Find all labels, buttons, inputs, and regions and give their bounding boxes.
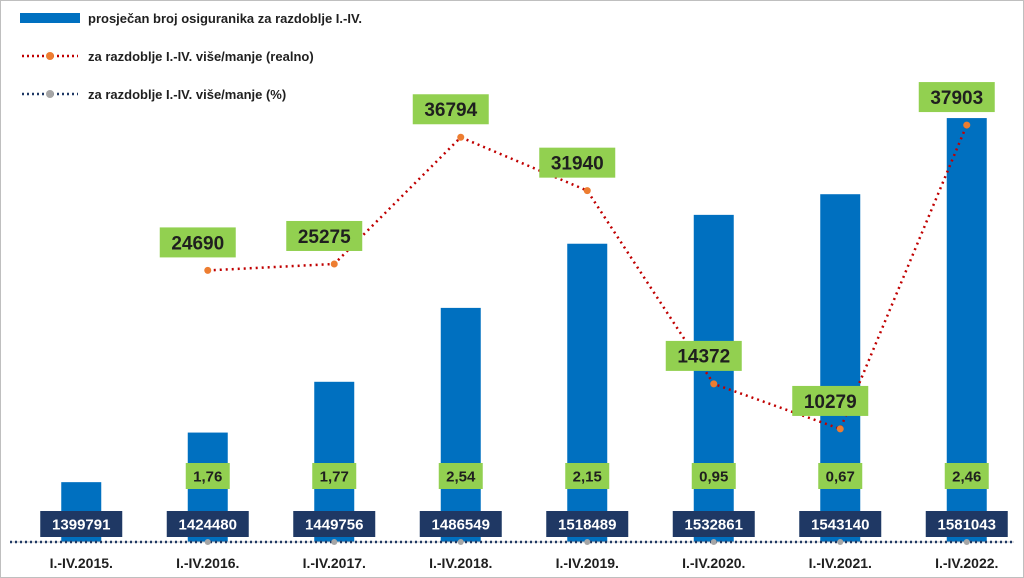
realno-label-4-box xyxy=(412,94,489,125)
legend-label-percent: za razdoblje I.-IV. više/manje (%) xyxy=(88,86,287,102)
realno-label-8: 37903 xyxy=(930,88,983,109)
percent-label-3: 1,77 xyxy=(320,468,349,485)
bar-6 xyxy=(693,214,734,542)
bar-value-label-8-box xyxy=(925,511,1008,537)
bar-value-label-3: 1449756 xyxy=(305,516,363,533)
realno-label-6: 14372 xyxy=(677,347,730,368)
percent-point-2 xyxy=(204,539,211,545)
x-tick-label-4: I.-IV.2018. xyxy=(429,555,492,571)
bar-value-label-4: 1486549 xyxy=(432,516,490,533)
x-tick-label-5: I.-IV.2019. xyxy=(556,555,619,571)
percent-label-2-box xyxy=(185,463,230,489)
realno-point-4 xyxy=(457,133,465,141)
bar-value-label-5-box xyxy=(546,511,629,537)
percent-label-6-box xyxy=(691,463,736,489)
x-tick-label-8: I.-IV.2022. xyxy=(935,555,998,571)
realno-label-2: 24690 xyxy=(171,233,224,254)
percent-label-7-box xyxy=(818,463,863,489)
realno-label-2-box xyxy=(159,227,236,258)
legend-percent-swatch xyxy=(22,90,78,98)
percent-label-5-box xyxy=(565,463,610,489)
x-tick-label-3: I.-IV.2017. xyxy=(303,555,366,571)
realno-point-5 xyxy=(583,187,591,195)
realno-point-6 xyxy=(710,380,718,388)
legend-bar-swatch xyxy=(20,13,80,23)
percent-label-2: 1,76 xyxy=(193,468,222,485)
legend-item-percent: za razdoblje I.-IV. više/manje (%) xyxy=(20,84,362,104)
bar-value-label-7: 1543140 xyxy=(811,516,869,533)
legend-item-realno: za razdoblje I.-IV. više/manje (realno) xyxy=(20,46,362,66)
bar-5 xyxy=(567,243,608,543)
percent-point-3 xyxy=(331,539,338,545)
realno-label-7: 10279 xyxy=(804,392,857,413)
legend-label-realno: za razdoblje I.-IV. više/manje (realno) xyxy=(88,48,314,64)
realno-label-6-box xyxy=(665,340,742,371)
legend-realno-swatch xyxy=(22,52,78,60)
bar-value-label-7-box xyxy=(799,511,882,537)
bar-4 xyxy=(440,307,481,542)
realno-label-3: 25275 xyxy=(298,227,351,248)
bar-7 xyxy=(820,194,861,543)
bar-value-label-6: 1532861 xyxy=(685,516,743,533)
percent-label-7: 0,67 xyxy=(826,468,855,485)
bar-value-label-2-box xyxy=(166,511,249,537)
x-tick-label-7: I.-IV.2021. xyxy=(809,555,872,571)
realno-label-4: 36794 xyxy=(424,100,477,121)
percent-label-5: 2,15 xyxy=(573,468,602,485)
realno-point-2 xyxy=(204,266,212,274)
bar-value-label-8: 1581043 xyxy=(938,516,996,533)
realno-label-8-box xyxy=(918,82,995,113)
percent-point-5 xyxy=(584,539,591,545)
percent-point-6 xyxy=(710,539,717,545)
chart-legend: prosječan broj osiguranika za razdoblje … xyxy=(20,8,362,122)
realno-point-3 xyxy=(330,260,338,268)
percent-point-4 xyxy=(457,539,464,545)
x-tick-label-6: I.-IV.2020. xyxy=(682,555,745,571)
bar-value-label-5: 1518489 xyxy=(558,516,616,533)
bar-value-label-3-box xyxy=(293,511,376,537)
realno-point-8 xyxy=(963,121,971,129)
bar-value-label-1-box xyxy=(40,511,123,537)
percent-label-4: 2,54 xyxy=(446,468,476,485)
percent-label-3-box xyxy=(312,463,357,489)
legend-item-osiguranici: prosječan broj osiguranika za razdoblje … xyxy=(20,8,362,28)
percent-label-6: 0,95 xyxy=(699,468,728,485)
bar-value-label-4-box xyxy=(419,511,502,537)
percent-label-8: 2,46 xyxy=(952,468,981,485)
legend-label-osiguranici: prosječan broj osiguranika za razdoblje … xyxy=(88,10,363,26)
percent-point-8 xyxy=(963,539,970,545)
realno-label-5-box xyxy=(539,147,616,178)
x-tick-label-2: I.-IV.2016. xyxy=(176,555,239,571)
bar-value-label-2: 1424480 xyxy=(179,516,237,533)
x-tick-label-1: I.-IV.2015. xyxy=(50,555,113,571)
realno-label-3-box xyxy=(286,220,363,251)
bar-value-label-6-box xyxy=(672,511,755,537)
realno-label-7-box xyxy=(792,385,869,416)
percent-point-7 xyxy=(837,539,844,545)
percent-label-8-box xyxy=(944,463,989,489)
percent-label-4-box xyxy=(438,463,483,489)
realno-point-7 xyxy=(836,425,844,433)
bar-value-label-1: 1399791 xyxy=(52,516,110,533)
realno-label-5: 31940 xyxy=(551,154,604,175)
